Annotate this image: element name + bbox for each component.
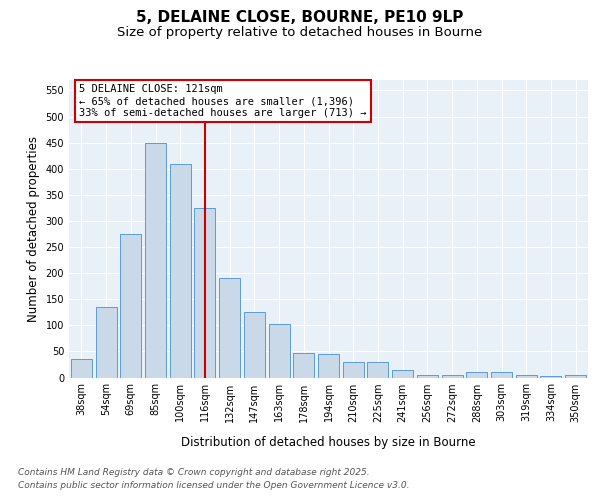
Bar	[392, 370, 413, 378]
Bar	[219, 278, 240, 378]
Bar	[293, 354, 314, 378]
Bar	[541, 376, 562, 378]
Bar	[269, 324, 290, 378]
Y-axis label: Number of detached properties: Number of detached properties	[27, 136, 40, 322]
Bar	[417, 375, 438, 378]
Bar	[442, 375, 463, 378]
Bar	[318, 354, 339, 378]
Text: Contains HM Land Registry data © Crown copyright and database right 2025.: Contains HM Land Registry data © Crown c…	[18, 468, 370, 477]
Bar	[491, 372, 512, 378]
Text: Size of property relative to detached houses in Bourne: Size of property relative to detached ho…	[118, 26, 482, 39]
Bar	[565, 375, 586, 378]
Bar	[244, 312, 265, 378]
Bar	[466, 372, 487, 378]
Text: Distribution of detached houses by size in Bourne: Distribution of detached houses by size …	[181, 436, 476, 449]
Bar	[95, 307, 116, 378]
Bar	[343, 362, 364, 378]
Text: 5, DELAINE CLOSE, BOURNE, PE10 9LP: 5, DELAINE CLOSE, BOURNE, PE10 9LP	[136, 10, 464, 25]
Bar	[516, 375, 537, 378]
Bar	[145, 142, 166, 378]
Bar	[367, 362, 388, 378]
Text: Contains public sector information licensed under the Open Government Licence v3: Contains public sector information licen…	[18, 480, 409, 490]
Bar	[71, 359, 92, 378]
Bar	[170, 164, 191, 378]
Bar	[120, 234, 141, 378]
Text: 5 DELAINE CLOSE: 121sqm
← 65% of detached houses are smaller (1,396)
33% of semi: 5 DELAINE CLOSE: 121sqm ← 65% of detache…	[79, 84, 367, 117]
Bar	[194, 208, 215, 378]
